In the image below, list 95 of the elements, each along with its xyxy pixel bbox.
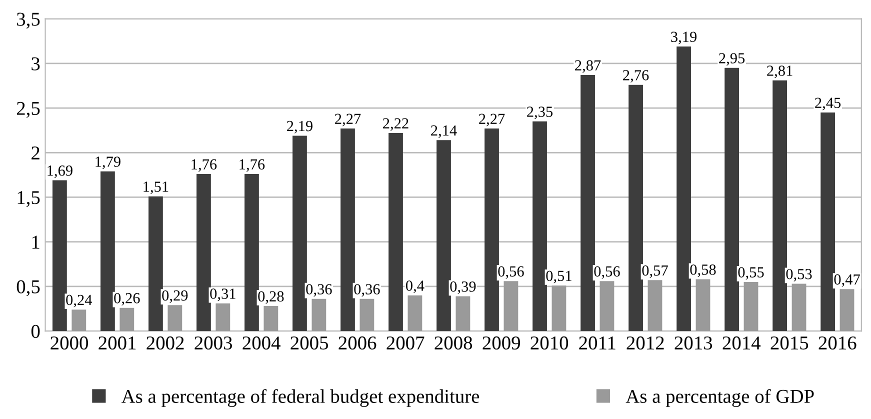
- bar: [600, 281, 614, 332]
- y-tick-label: 2,5: [16, 102, 40, 118]
- data-label: 2,45: [815, 98, 841, 110]
- bar: [696, 279, 710, 332]
- x-tick-label: 2001: [98, 336, 136, 350]
- bar: [244, 174, 259, 332]
- y-tick-label: 1,5: [18, 191, 40, 207]
- data-label: 0,57: [642, 265, 668, 278]
- data-label: 2,27: [335, 114, 361, 126]
- bar: [388, 133, 403, 332]
- data-label: 0,24: [66, 294, 92, 308]
- bar: [820, 112, 836, 332]
- legend-label: As a percentage of GDP: [626, 389, 814, 407]
- x-tick-label: 2013: [674, 336, 712, 350]
- data-label: 0,39: [450, 281, 476, 294]
- data-label: 0,4: [406, 280, 424, 294]
- bar: [436, 140, 451, 332]
- data-label: 2,22: [383, 118, 408, 131]
- data-label: 0,36: [306, 284, 332, 297]
- data-label: 0,56: [498, 266, 524, 279]
- x-tick-label: 2008: [434, 336, 472, 350]
- data-label: 1,76: [192, 159, 217, 172]
- x-tick-label: 2010: [530, 336, 568, 350]
- x-tick-label: 2003: [194, 336, 232, 350]
- data-label: 2,19: [287, 120, 312, 134]
- data-label: 0,51: [546, 270, 572, 284]
- bar: [504, 281, 518, 332]
- data-label: 1,79: [96, 156, 120, 170]
- x-tick-label: 2002: [146, 336, 184, 350]
- y-tick-label: 2: [32, 146, 40, 160]
- data-label: 0,56: [594, 266, 620, 279]
- y-tick-label: 3: [32, 57, 40, 70]
- data-label: 1,69: [48, 166, 72, 178]
- data-label: 1,76: [240, 159, 265, 172]
- bar: [580, 75, 595, 332]
- data-label: 2,95: [719, 53, 745, 66]
- data-label: 0,29: [162, 290, 188, 303]
- x-tick-label: 2015: [770, 336, 808, 350]
- y-tick-label: 0: [31, 324, 40, 338]
- data-label: 0,36: [354, 284, 380, 297]
- x-tick-label: 2009: [482, 336, 520, 350]
- legend-label: As a percentage of federal budget expenditure: [121, 389, 480, 407]
- y-tick-label: 1: [32, 236, 40, 249]
- bar: [792, 284, 806, 332]
- data-label: 2,81: [767, 66, 792, 78]
- bar: [312, 298, 326, 332]
- bar: [456, 296, 470, 332]
- data-label: 0,31: [210, 288, 236, 302]
- data-label: 2,76: [623, 70, 649, 83]
- x-tick-label: 2014: [722, 336, 761, 350]
- bar: [216, 303, 230, 332]
- data-label: 0,53: [786, 268, 812, 282]
- data-label: 0,55: [738, 267, 764, 280]
- bar: [148, 196, 163, 332]
- bar: [52, 180, 67, 332]
- bar: [340, 128, 355, 332]
- bar: [552, 286, 566, 332]
- data-label: 3,19: [671, 32, 697, 44]
- x-tick-label: 2005: [290, 336, 328, 350]
- bar: [360, 298, 374, 332]
- bar: [408, 295, 422, 332]
- bar: [484, 128, 499, 332]
- y-tick-label: 3,5: [17, 12, 40, 29]
- data-label: 0,47: [834, 274, 860, 287]
- bar: [772, 80, 788, 332]
- bar: [72, 310, 86, 332]
- data-label: 2,35: [527, 106, 553, 120]
- x-tick-label: 2016: [818, 336, 856, 350]
- data-label: 0,28: [258, 291, 284, 304]
- bar: [724, 68, 739, 332]
- x-tick-label: 2004: [242, 336, 280, 350]
- bar: [648, 280, 662, 332]
- x-tick-label: 2006: [338, 336, 376, 350]
- bar: [168, 305, 182, 332]
- bar: [744, 282, 758, 332]
- bar: [532, 121, 547, 332]
- bar: [264, 306, 278, 332]
- data-label: 2,27: [479, 114, 505, 126]
- bar: [120, 308, 134, 332]
- x-tick-label: 2011: [579, 336, 616, 350]
- data-label: 0,26: [114, 293, 140, 306]
- data-label: 2,14: [431, 125, 457, 138]
- data-label: 0,58: [690, 264, 716, 277]
- bar: [628, 84, 643, 332]
- data-label: 2,87: [575, 60, 601, 73]
- bar: [100, 171, 115, 332]
- data-label: 1,51: [144, 182, 168, 194]
- y-tick-label: 0,5: [16, 280, 40, 296]
- x-tick-label: 2007: [386, 336, 424, 350]
- bar: [292, 136, 307, 332]
- bar: [196, 174, 211, 332]
- bar: [840, 289, 854, 332]
- x-tick-label: 2000: [50, 336, 88, 350]
- x-tick-label: 2012: [626, 336, 664, 350]
- bar: [676, 46, 691, 332]
